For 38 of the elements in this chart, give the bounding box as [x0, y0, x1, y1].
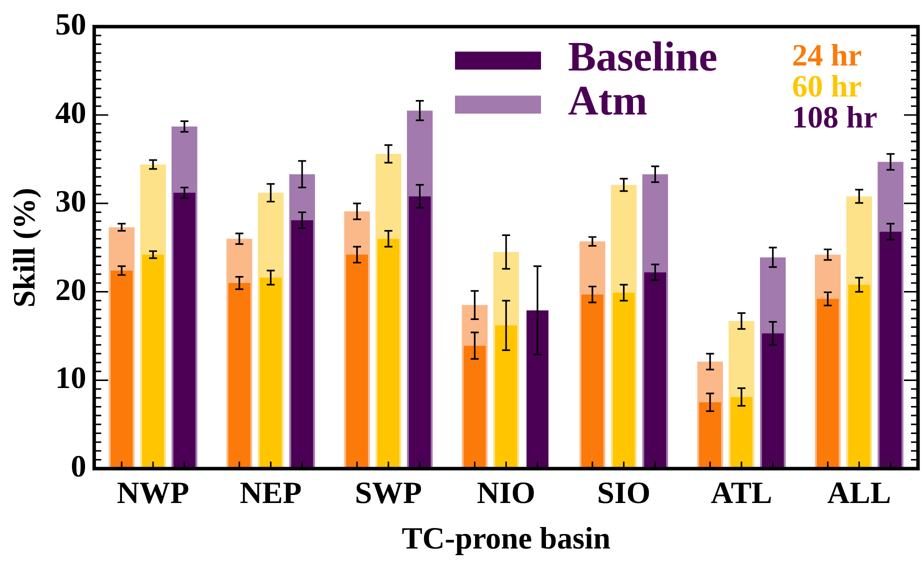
y-axis-title: Skill (%) — [6, 188, 42, 308]
bar — [762, 333, 784, 469]
bar — [699, 402, 722, 469]
bar — [816, 298, 839, 469]
bar — [173, 192, 196, 469]
x-tick-label: ALL — [827, 475, 892, 510]
y-tick-label: 50 — [55, 6, 86, 42]
y-tick-label: 40 — [55, 95, 86, 130]
bar — [110, 270, 133, 469]
y-tick-label: 20 — [55, 272, 86, 307]
y-tick-label: 0 — [70, 448, 86, 484]
x-tick-label: NEP — [240, 475, 302, 510]
y-tick-label: 30 — [55, 183, 86, 218]
bar — [526, 310, 548, 469]
bar — [730, 396, 752, 469]
x-axis-title: TC-prone basin — [402, 520, 610, 556]
bar — [848, 284, 870, 469]
y-tick-label: 10 — [55, 360, 86, 396]
legend-label: Atm — [568, 78, 648, 124]
bar — [644, 272, 666, 469]
x-tick-label: NWP — [116, 475, 190, 510]
bar — [495, 325, 518, 469]
bar — [228, 282, 250, 469]
x-tick-label: SWP — [354, 475, 422, 510]
legend-label: Baseline — [568, 34, 718, 80]
bar — [377, 238, 400, 469]
bar — [880, 232, 902, 469]
bar — [260, 278, 282, 469]
bar — [581, 294, 604, 469]
x-tick-label: NIO — [476, 475, 536, 510]
bar — [612, 292, 635, 469]
bar — [291, 220, 314, 469]
x-tick-label: ATL — [710, 475, 772, 510]
bar — [408, 196, 431, 469]
x-tick-label: SIO — [597, 475, 650, 510]
bar — [464, 346, 486, 469]
bar — [142, 254, 164, 469]
bar — [346, 254, 368, 469]
